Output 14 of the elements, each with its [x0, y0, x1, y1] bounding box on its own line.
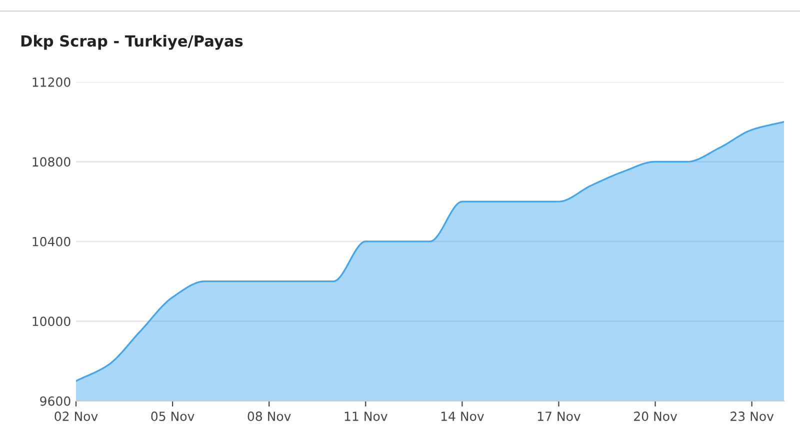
y-tick-label: 10800 [32, 157, 70, 167]
x-tick-label: 14 Nov [441, 412, 484, 422]
y-tick-label: 9600 [40, 396, 70, 406]
y-tick-label: 11200 [32, 77, 70, 87]
x-tick-label: 08 Nov [248, 412, 291, 422]
chart-title: Dkp Scrap - Turkiye/Payas [21, 34, 243, 50]
x-tick-label: 23 Nov [730, 412, 774, 422]
y-tick-label: 10000 [32, 316, 70, 326]
x-tick-label: 05 Nov [151, 412, 194, 422]
x-tick-label: 02 Nov [54, 412, 98, 422]
x-tick-label: 17 Nov [538, 412, 580, 422]
y-tick-label: 10400 [32, 236, 70, 246]
x-tick-label: 20 Nov [634, 412, 678, 422]
x-tick-label: 11 Nov [344, 412, 388, 422]
